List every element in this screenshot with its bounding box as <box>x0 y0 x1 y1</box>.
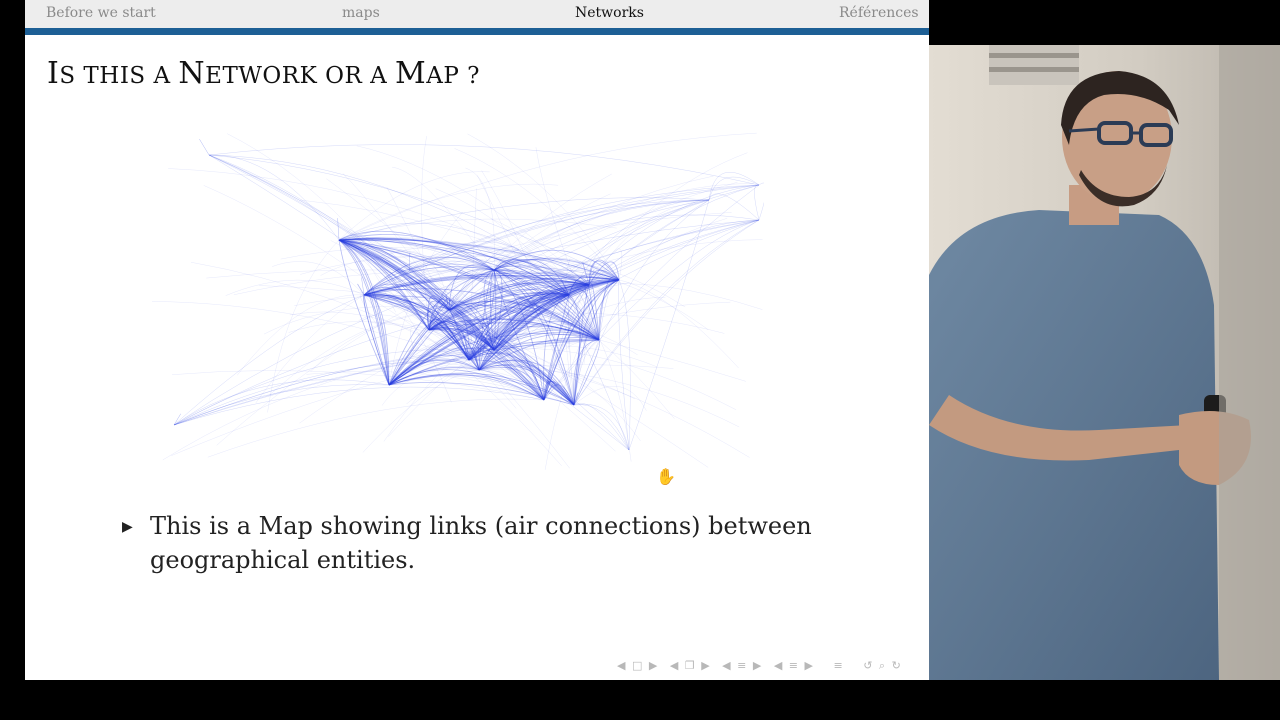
beamer-navigation-controls: ◀ □ ▶ ◀ ❐ ▶ ◀ ≡ ▶ ◀ ≡ ▶ ≡ ↺ ⌕ ↻ <box>617 659 927 673</box>
bullet-arrow-icon: ▶ <box>122 519 133 535</box>
nav-references[interactable]: Références <box>839 5 919 21</box>
search-icon[interactable]: ⌕ <box>878 659 886 672</box>
air-network-map-image <box>149 130 767 495</box>
section-navbar: Before we start maps Networks Références <box>25 0 929 28</box>
left-arrow-icon[interactable]: ◀ <box>617 659 626 672</box>
speaker-video-feed <box>929 45 1280 680</box>
left-arrow-icon[interactable]: ◀ <box>722 659 731 672</box>
presentation-slide: Before we start maps Networks Références… <box>25 0 929 680</box>
right-arrow-icon[interactable]: ▶ <box>701 659 710 672</box>
navbar-underline <box>25 28 929 35</box>
redo-icon[interactable]: ↻ <box>891 659 901 672</box>
nav-before-we-start[interactable]: Before we start <box>46 5 156 21</box>
slide-title: IS THIS A NETWORK OR A MAP ? <box>47 56 480 91</box>
section-icon[interactable]: ≡ <box>737 659 747 672</box>
right-arrow-icon[interactable]: ▶ <box>804 659 813 672</box>
undo-icon[interactable]: ↺ <box>863 659 873 672</box>
nav-maps[interactable]: maps <box>342 5 380 21</box>
camera-top-bar <box>929 0 1280 45</box>
left-arrow-icon[interactable]: ◀ <box>669 659 679 672</box>
presentation-icon[interactable]: ≡ <box>833 659 843 672</box>
frame-icon[interactable]: □ <box>631 659 643 672</box>
hand-cursor-icon: ✋ <box>656 467 676 486</box>
nav-networks[interactable]: Networks <box>575 5 644 21</box>
bullet-text: This is a Map showing links (air connect… <box>150 512 812 574</box>
left-arrow-icon[interactable]: ◀ <box>773 659 783 672</box>
section-icon[interactable]: ≡ <box>788 659 798 672</box>
right-arrow-icon[interactable]: ▶ <box>648 659 658 672</box>
right-arrow-icon[interactable]: ▶ <box>752 659 762 672</box>
subsection-icon[interactable]: ❐ <box>684 659 695 672</box>
